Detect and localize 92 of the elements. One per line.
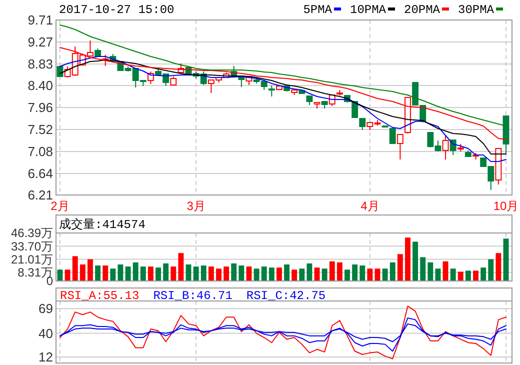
bar <box>132 262 138 281</box>
bar <box>238 265 244 281</box>
bar <box>465 270 471 281</box>
bar <box>435 268 441 281</box>
bar <box>170 266 176 281</box>
bar <box>64 270 70 281</box>
bar <box>224 266 230 281</box>
candlestick <box>442 134 449 160</box>
bar <box>163 263 169 281</box>
y-tick-label: 9.71 <box>28 12 53 28</box>
bar <box>428 262 434 281</box>
candlestick <box>306 95 313 106</box>
bar <box>231 263 237 281</box>
legend-label: 10PMA <box>350 3 387 17</box>
text: RSI_C:42.75 <box>246 289 326 303</box>
y-tick-label: 69 <box>38 301 53 316</box>
y-tick-label: 6.64 <box>28 166 53 182</box>
bar <box>336 262 342 281</box>
bar <box>102 265 108 281</box>
bar <box>412 242 418 281</box>
x-tick-label: 3月 <box>186 199 206 213</box>
bar <box>473 270 478 281</box>
bar <box>216 268 222 281</box>
y-tick-label: 7.52 <box>28 122 53 138</box>
bar <box>208 266 214 281</box>
x-tick-label: 2月 <box>50 199 70 213</box>
y-tick-label: 9.27 <box>28 34 53 50</box>
bar <box>360 265 366 281</box>
bar <box>284 264 290 281</box>
line-series <box>60 306 506 360</box>
legend-label: 5PMA <box>303 3 333 17</box>
y-tick-label: 8.40 <box>28 78 53 94</box>
bar <box>480 268 486 281</box>
candlestick <box>359 118 366 130</box>
line-series <box>60 323 506 342</box>
x-tick-label: 10月 <box>493 199 519 213</box>
y-tick-label: 7.08 <box>28 144 53 160</box>
bar <box>458 272 464 281</box>
bar <box>261 266 267 281</box>
bar <box>140 266 146 281</box>
series-label: RSI_A:55.13 <box>60 289 140 303</box>
bar <box>329 261 335 281</box>
bar <box>352 264 358 281</box>
candlestick <box>450 139 456 156</box>
bar <box>382 268 388 281</box>
bar <box>292 270 298 281</box>
bar <box>306 263 312 281</box>
y-tick-label: 21.01万 <box>10 252 53 266</box>
candlestick <box>238 76 245 88</box>
bar <box>268 268 274 281</box>
bar <box>95 265 101 281</box>
bar <box>80 264 86 281</box>
series-label: RSI_B:46.71 <box>153 289 232 303</box>
bar <box>110 268 116 281</box>
x-tick-label: 4月 <box>360 199 380 213</box>
chart-title: 成交量:414574 <box>59 217 146 232</box>
candlestick <box>389 128 396 144</box>
bar <box>200 265 206 281</box>
bar <box>397 254 403 281</box>
y-tick-label: 6.21 <box>28 188 53 203</box>
bar <box>156 268 161 281</box>
bar <box>125 266 131 281</box>
bar <box>276 268 282 281</box>
bar <box>450 268 456 281</box>
line-series <box>60 317 506 352</box>
bar <box>178 253 184 281</box>
bar <box>72 256 78 281</box>
bar <box>496 253 502 281</box>
bar <box>322 268 328 281</box>
bar <box>148 266 154 281</box>
bar <box>88 259 93 281</box>
bar <box>405 238 410 281</box>
bar <box>488 259 494 281</box>
candlestick <box>396 134 404 160</box>
bar <box>193 266 199 281</box>
chart-title: 2017-10-27 15:00 <box>59 3 174 17</box>
y-tick-label: 12 <box>38 350 53 365</box>
legend-label: 20PMA <box>404 3 441 17</box>
y-tick-label: 46.39万 <box>10 226 53 240</box>
bar <box>367 268 373 281</box>
y-tick-label: 33.70万 <box>10 239 53 254</box>
y-tick-label: 40 <box>38 326 53 341</box>
legend-label: 30PMA <box>458 3 495 17</box>
bar <box>344 270 350 281</box>
bar <box>254 268 260 281</box>
y-tick-label: 7.96 <box>28 100 53 116</box>
bar <box>420 257 426 281</box>
bar <box>390 262 396 281</box>
y-tick-label: 8.83 <box>28 56 53 72</box>
bar <box>503 238 509 281</box>
bar <box>299 268 305 281</box>
candlestick <box>268 85 275 97</box>
